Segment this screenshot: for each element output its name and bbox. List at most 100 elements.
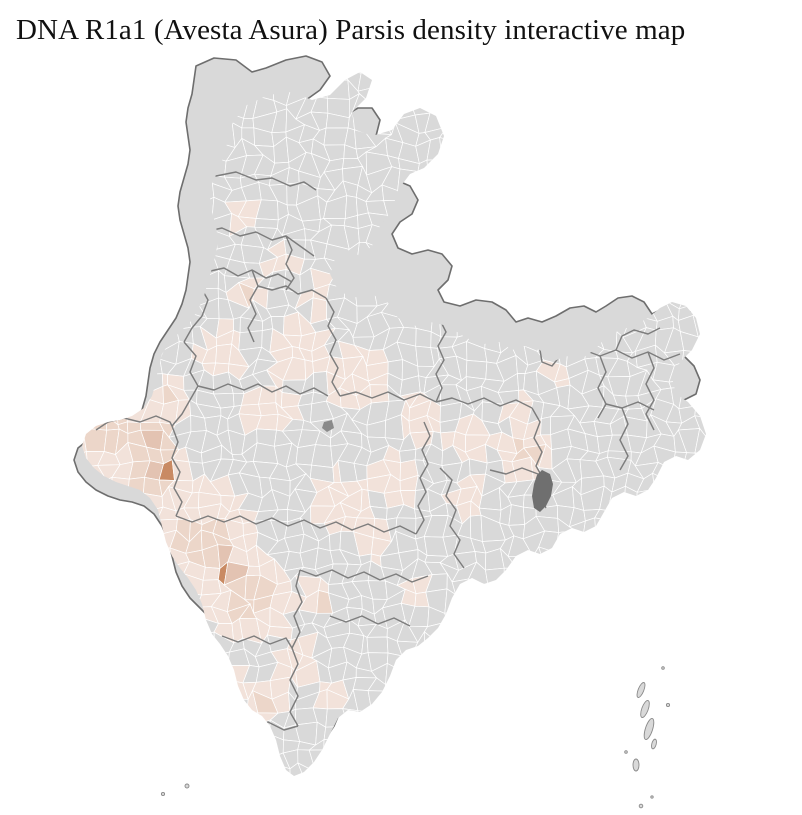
district-region[interactable]: [70, 332, 93, 352]
district-region[interactable]: [71, 159, 89, 176]
district-region[interactable]: [64, 626, 78, 639]
district-region[interactable]: [83, 359, 101, 379]
district-region[interactable]: [553, 263, 569, 279]
district-region[interactable]: [650, 592, 675, 608]
district-region[interactable]: [140, 185, 159, 207]
district-region[interactable]: [694, 125, 717, 148]
district-region[interactable]: [608, 183, 630, 207]
district-region[interactable]: [625, 501, 640, 527]
district-region[interactable]: [175, 74, 193, 84]
district-region[interactable]: [626, 768, 640, 781]
district-region[interactable]: [523, 650, 546, 663]
district-region[interactable]: [569, 750, 583, 775]
district-region[interactable]: [83, 763, 101, 788]
district-region[interactable]: [693, 634, 716, 657]
district-region[interactable]: [432, 663, 445, 685]
district-region[interactable]: [697, 224, 709, 244]
district-region[interactable]: [646, 201, 658, 219]
district-region[interactable]: [571, 603, 588, 628]
district-region[interactable]: [175, 605, 191, 625]
district-region[interactable]: [654, 256, 674, 279]
district-region[interactable]: [242, 713, 258, 724]
district-region[interactable]: [144, 749, 164, 774]
district-region[interactable]: [569, 227, 586, 247]
district-region[interactable]: [383, 753, 404, 774]
district-region[interactable]: [608, 167, 631, 188]
district-region[interactable]: [669, 231, 682, 247]
district-region[interactable]: [442, 226, 455, 251]
district-region[interactable]: [617, 258, 632, 280]
district-region[interactable]: [625, 84, 646, 98]
district-region[interactable]: [431, 770, 445, 781]
district-region[interactable]: [84, 652, 105, 672]
district-region[interactable]: [654, 226, 673, 247]
district-region[interactable]: [614, 797, 632, 813]
district-region[interactable]: [566, 563, 581, 585]
district-region[interactable]: [72, 787, 94, 797]
district-region[interactable]: [475, 749, 482, 774]
district-region[interactable]: [542, 108, 562, 131]
district-region[interactable]: [483, 228, 496, 246]
district-region[interactable]: [101, 371, 115, 392]
district-region[interactable]: [373, 748, 385, 772]
district-region[interactable]: [466, 157, 487, 173]
district-region[interactable]: [121, 619, 132, 644]
district-region[interactable]: [624, 51, 646, 72]
district-region[interactable]: [130, 197, 148, 222]
district-region[interactable]: [131, 138, 151, 162]
district-region[interactable]: [210, 793, 234, 810]
district-region[interactable]: [699, 706, 709, 728]
district-region[interactable]: [311, 795, 331, 815]
district-region[interactable]: [525, 258, 541, 274]
district-region[interactable]: [581, 780, 602, 797]
district-region[interactable]: [142, 767, 164, 787]
district-region[interactable]: [83, 563, 105, 584]
district-region[interactable]: [684, 532, 701, 553]
district-region[interactable]: [126, 725, 145, 743]
district-region[interactable]: [423, 181, 445, 199]
district-region[interactable]: [154, 56, 176, 76]
district-region[interactable]: [255, 720, 270, 740]
district-region[interactable]: [678, 692, 698, 710]
district-region[interactable]: [453, 784, 468, 798]
district-region[interactable]: [540, 69, 557, 86]
district-region[interactable]: [497, 124, 514, 146]
district-region[interactable]: [409, 231, 433, 251]
district-region[interactable]: [91, 315, 105, 336]
district-region[interactable]: [556, 196, 574, 219]
district-region[interactable]: [215, 711, 232, 730]
district-region[interactable]: [55, 175, 80, 185]
district-region[interactable]: [114, 705, 135, 731]
district-region[interactable]: [111, 138, 135, 155]
district-region[interactable]: [641, 109, 656, 130]
district-region[interactable]: [557, 158, 571, 175]
district-region[interactable]: [494, 245, 515, 254]
district-region[interactable]: [187, 651, 198, 669]
district-region[interactable]: [540, 788, 558, 802]
district-region[interactable]: [83, 416, 107, 430]
district-region[interactable]: [645, 65, 658, 90]
district-region[interactable]: [438, 778, 460, 804]
district-region[interactable]: [480, 780, 500, 799]
district-region[interactable]: [201, 779, 212, 797]
district-region[interactable]: [555, 583, 570, 595]
district-region[interactable]: [667, 493, 689, 511]
district-region[interactable]: [71, 372, 91, 396]
district-region[interactable]: [536, 691, 560, 715]
district-region[interactable]: [156, 167, 178, 192]
district-region[interactable]: [680, 67, 703, 89]
district-region[interactable]: [55, 632, 77, 658]
district-region[interactable]: [625, 258, 647, 276]
district-region[interactable]: [128, 275, 151, 293]
district-region[interactable]: [173, 619, 185, 640]
district-region[interactable]: [112, 183, 136, 201]
district-region[interactable]: [693, 211, 710, 232]
district-region[interactable]: [481, 254, 498, 273]
district-region[interactable]: [594, 422, 612, 437]
district-region[interactable]: [667, 668, 688, 687]
district-region[interactable]: [162, 160, 174, 173]
district-region[interactable]: [657, 765, 671, 787]
district-region[interactable]: [93, 707, 101, 723]
district-region[interactable]: [153, 691, 177, 714]
district-region[interactable]: [697, 50, 716, 69]
